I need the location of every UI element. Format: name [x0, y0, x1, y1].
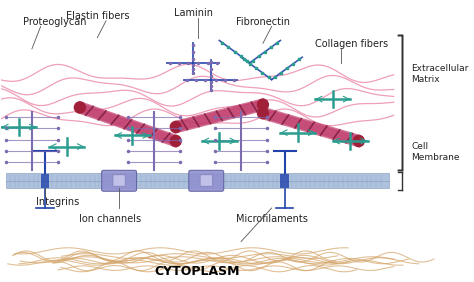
Text: Ion channels: Ion channels	[79, 213, 141, 224]
FancyBboxPatch shape	[101, 170, 137, 191]
Text: Extracellular
Matrix: Extracellular Matrix	[411, 64, 468, 84]
Ellipse shape	[354, 135, 364, 147]
Text: Microfilaments: Microfilaments	[236, 213, 308, 224]
FancyBboxPatch shape	[113, 175, 125, 186]
Text: Cell
Membrane: Cell Membrane	[411, 142, 460, 162]
FancyBboxPatch shape	[280, 174, 289, 188]
Text: Elastin fibers: Elastin fibers	[65, 11, 129, 21]
Text: Collagen fibers: Collagen fibers	[315, 39, 388, 49]
Ellipse shape	[257, 99, 268, 110]
Text: Laminin: Laminin	[173, 8, 213, 18]
Ellipse shape	[170, 135, 181, 147]
FancyBboxPatch shape	[6, 173, 389, 188]
Ellipse shape	[257, 107, 268, 119]
Text: Proteoglycan: Proteoglycan	[23, 17, 87, 27]
Text: Fibronectin: Fibronectin	[236, 17, 290, 27]
Ellipse shape	[170, 122, 181, 133]
FancyBboxPatch shape	[41, 174, 49, 188]
Text: CYTOPLASM: CYTOPLASM	[155, 265, 240, 278]
FancyBboxPatch shape	[189, 170, 224, 191]
Ellipse shape	[74, 102, 85, 113]
Text: Integrins: Integrins	[36, 197, 80, 207]
FancyBboxPatch shape	[200, 175, 212, 186]
